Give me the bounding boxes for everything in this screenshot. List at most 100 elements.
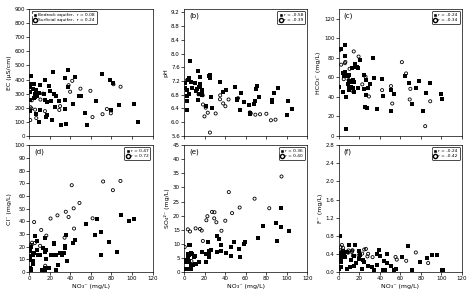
- Point: [27, 244, 35, 249]
- Text: (c): (c): [344, 13, 353, 19]
- Point: [50, 242, 58, 247]
- Point: [207, 247, 215, 252]
- Point: [42, 235, 49, 240]
- Point: [252, 112, 259, 117]
- Point: [219, 90, 227, 95]
- Point: [205, 249, 213, 254]
- Point: [337, 245, 345, 250]
- Point: [438, 96, 446, 101]
- Point: [370, 268, 378, 272]
- Point: [37, 228, 45, 232]
- Point: [207, 73, 214, 77]
- Point: [407, 86, 414, 91]
- Point: [212, 111, 219, 116]
- Point: [337, 62, 345, 67]
- Point: [339, 245, 347, 250]
- Point: [340, 90, 347, 95]
- Y-axis label: F⁻ (mg/L): F⁻ (mg/L): [318, 194, 323, 223]
- Point: [346, 86, 353, 91]
- Point: [349, 253, 356, 258]
- Point: [97, 230, 105, 234]
- Point: [83, 122, 91, 127]
- Point: [181, 81, 189, 85]
- Legend: r = 0.47, r = 0.72: r = 0.47, r = 0.72: [124, 147, 150, 160]
- Point: [246, 111, 254, 116]
- Point: [188, 251, 195, 256]
- Point: [55, 107, 63, 112]
- Point: [47, 99, 55, 103]
- Point: [364, 264, 372, 269]
- Point: [182, 267, 190, 272]
- Point: [356, 249, 363, 253]
- Point: [182, 85, 189, 90]
- Point: [347, 80, 355, 85]
- Point: [29, 258, 36, 263]
- Point: [184, 251, 191, 256]
- Point: [184, 255, 191, 260]
- Point: [343, 267, 350, 272]
- Point: [130, 102, 138, 107]
- Point: [183, 78, 191, 82]
- Point: [227, 254, 235, 258]
- Point: [61, 106, 69, 111]
- Point: [360, 87, 368, 92]
- Point: [30, 96, 37, 101]
- Point: [358, 82, 366, 87]
- Text: (f): (f): [344, 149, 352, 155]
- Point: [187, 79, 195, 84]
- Point: [188, 259, 195, 263]
- Point: [236, 107, 243, 112]
- Point: [348, 66, 356, 71]
- Point: [337, 264, 345, 269]
- Point: [188, 85, 195, 90]
- Point: [198, 93, 205, 98]
- Point: [235, 247, 243, 251]
- Point: [338, 242, 346, 247]
- Point: [32, 88, 40, 93]
- Point: [234, 96, 242, 101]
- Point: [343, 250, 351, 255]
- Point: [336, 85, 343, 89]
- Point: [273, 221, 280, 226]
- Point: [40, 246, 47, 251]
- Point: [31, 95, 39, 100]
- Point: [78, 93, 85, 98]
- Point: [36, 107, 44, 112]
- Point: [355, 257, 363, 262]
- Point: [342, 95, 349, 100]
- Point: [75, 93, 82, 98]
- Point: [340, 253, 348, 258]
- Point: [198, 228, 206, 233]
- Point: [340, 77, 347, 81]
- Point: [198, 90, 206, 95]
- Point: [42, 257, 49, 262]
- Point: [68, 183, 75, 188]
- Legend: r = -0.24, r = -0.34: r = -0.24, r = -0.34: [432, 11, 460, 24]
- Point: [187, 267, 194, 272]
- Point: [341, 54, 348, 59]
- Point: [376, 254, 383, 258]
- Point: [32, 111, 40, 116]
- Point: [337, 256, 345, 261]
- Point: [236, 205, 244, 210]
- Point: [194, 98, 202, 102]
- Point: [353, 65, 360, 70]
- Point: [91, 232, 99, 237]
- Point: [62, 121, 69, 126]
- Point: [339, 248, 347, 253]
- Point: [340, 74, 347, 79]
- Point: [218, 243, 225, 247]
- Point: [184, 227, 191, 232]
- Point: [360, 247, 368, 252]
- Point: [61, 75, 69, 80]
- Point: [42, 247, 49, 252]
- Point: [273, 239, 280, 244]
- Point: [27, 105, 34, 110]
- Point: [29, 253, 37, 258]
- Point: [89, 216, 96, 221]
- Point: [355, 253, 362, 258]
- Point: [217, 93, 224, 98]
- Point: [196, 84, 204, 89]
- Point: [222, 251, 229, 256]
- Point: [27, 258, 34, 262]
